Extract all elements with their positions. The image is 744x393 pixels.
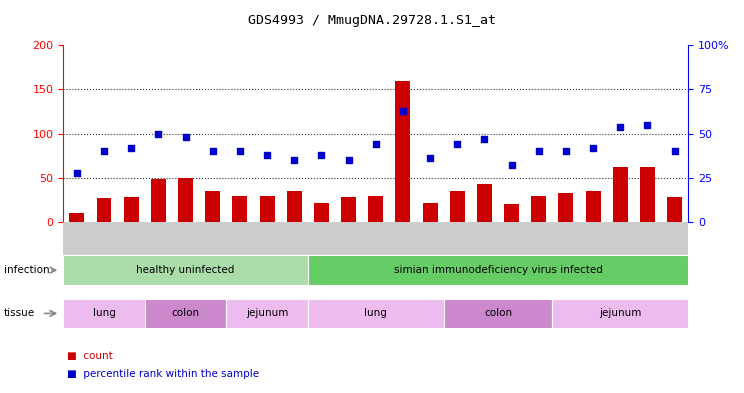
Bar	[613, 167, 628, 222]
Point	[560, 148, 572, 154]
Bar	[205, 191, 220, 222]
Point	[342, 157, 354, 163]
Bar	[667, 197, 682, 222]
Point	[207, 148, 219, 154]
Bar	[232, 195, 247, 222]
Bar	[531, 195, 546, 222]
Point	[478, 136, 490, 142]
Bar	[97, 198, 112, 222]
Text: tissue: tissue	[4, 309, 35, 318]
Text: jejunum: jejunum	[599, 309, 641, 318]
Text: lung: lung	[92, 309, 115, 318]
Point	[533, 148, 545, 154]
Point	[397, 107, 409, 114]
Text: infection: infection	[4, 265, 49, 275]
Bar	[586, 191, 600, 222]
Text: colon: colon	[171, 309, 199, 318]
Point	[153, 130, 164, 137]
Point	[234, 148, 246, 154]
Point	[452, 141, 464, 147]
Bar	[559, 193, 574, 222]
Text: healthy uninfected: healthy uninfected	[136, 265, 234, 275]
Bar	[341, 197, 356, 222]
Point	[261, 152, 273, 158]
Bar	[504, 204, 519, 222]
Point	[125, 145, 137, 151]
Point	[615, 123, 626, 130]
Point	[71, 169, 83, 176]
Bar	[477, 184, 492, 222]
Point	[370, 141, 382, 147]
Point	[288, 157, 300, 163]
Point	[315, 152, 327, 158]
Point	[587, 145, 599, 151]
Bar	[151, 179, 166, 222]
Bar	[314, 203, 329, 222]
Text: lung: lung	[365, 309, 387, 318]
Point	[641, 121, 653, 128]
Bar	[423, 203, 437, 222]
Text: GDS4993 / MmugDNA.29728.1.S1_at: GDS4993 / MmugDNA.29728.1.S1_at	[248, 14, 496, 27]
Point	[506, 162, 518, 169]
Bar	[286, 191, 301, 222]
Point	[424, 155, 436, 162]
Point	[669, 148, 681, 154]
Bar	[395, 81, 411, 222]
Bar	[69, 213, 84, 222]
Point	[98, 148, 110, 154]
Bar	[640, 167, 655, 222]
Text: simian immunodeficiency virus infected: simian immunodeficiency virus infected	[394, 265, 603, 275]
Bar	[450, 191, 465, 222]
Text: ■  percentile rank within the sample: ■ percentile rank within the sample	[67, 369, 259, 379]
Bar	[260, 195, 275, 222]
Bar	[178, 178, 193, 222]
Bar	[368, 195, 383, 222]
Text: ■  count: ■ count	[67, 351, 112, 361]
Bar	[124, 197, 138, 222]
Text: jejunum: jejunum	[246, 309, 288, 318]
Point	[179, 134, 191, 140]
Text: colon: colon	[484, 309, 512, 318]
